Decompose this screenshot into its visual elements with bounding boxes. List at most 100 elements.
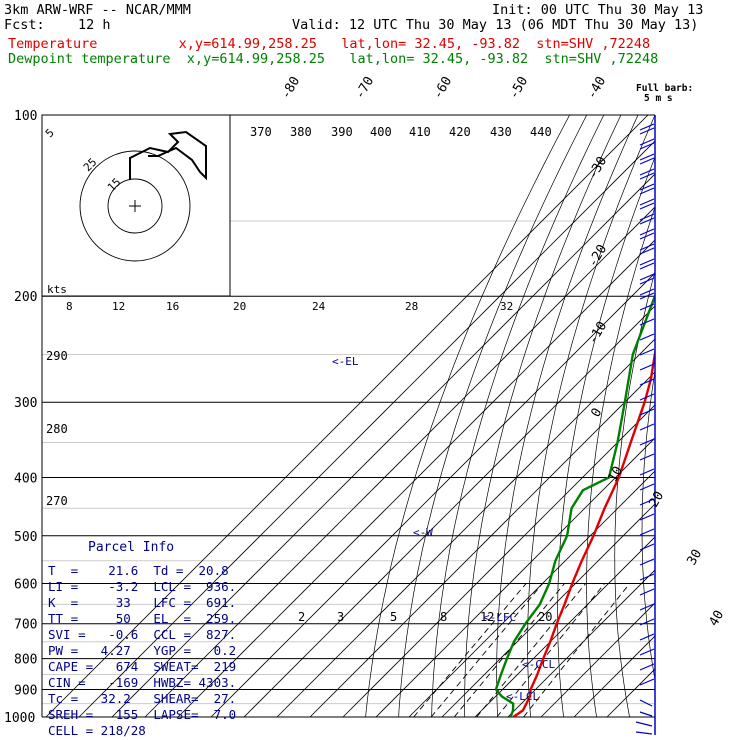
hodograph-ring <box>79 150 191 262</box>
hodograph-trace <box>129 130 207 181</box>
wind-barb <box>639 213 655 221</box>
fcst-value: 12 h <box>78 17 111 33</box>
wind-barb <box>639 711 653 717</box>
wind-barb <box>639 618 655 626</box>
dry-adiabat-line <box>365 115 570 717</box>
sounding-annotation: <-LCL <box>506 690 539 703</box>
model-title: 3km ARW-WRF -- NCAR/MMM <box>4 2 191 18</box>
wind-barb <box>639 273 655 281</box>
wind-barb <box>639 183 655 191</box>
pressure-tick-label: 1000 <box>4 711 35 726</box>
pressure-tick-label: 600 <box>14 577 37 592</box>
theta-label: 370 <box>250 125 272 139</box>
dry-adiabat-line <box>496 115 639 717</box>
pressure-tick-label: 800 <box>14 653 37 668</box>
wind-barb <box>639 498 655 506</box>
isotherm-line <box>243 305 655 717</box>
hodograph-speed-label: 28 <box>405 300 418 313</box>
dry-adiabat-line <box>641 369 655 682</box>
hodograph-speed-label: 8 <box>66 300 73 313</box>
isotherm-label: 20 <box>646 489 667 510</box>
dewpoint-legend: Dewpoint temperature x,y=614.99,258.25 l… <box>8 51 659 67</box>
pressure-tick-label: 500 <box>14 530 37 545</box>
isotherm-line <box>78 140 655 717</box>
isotherm-line <box>507 569 655 717</box>
wind-barb <box>639 127 655 135</box>
theta-label: 430 <box>490 125 512 139</box>
wind-barb <box>639 303 655 311</box>
wind-barbs <box>635 115 656 735</box>
pressure-tick-label: 300 <box>14 396 37 411</box>
hodograph-units: kts <box>47 283 67 296</box>
wind-barb <box>639 202 655 210</box>
wind-barb <box>639 408 655 416</box>
dry-adiabat-line <box>586 206 655 717</box>
wind-barb <box>639 648 655 656</box>
isotherm-line <box>276 338 655 717</box>
pressure-tick-label: 100 <box>14 109 37 124</box>
dry-adiabat-line <box>431 115 605 717</box>
parcel-info-row: TT = 50 EL = 259. <box>48 611 237 626</box>
wind-barb <box>639 528 655 536</box>
dry-adiabat-line <box>398 115 588 717</box>
pressure-tick-label: 900 <box>14 683 37 698</box>
sounding-annotation: <-LFC <box>483 611 516 624</box>
isotherm-label: -80 <box>278 74 303 102</box>
mixing-ratio-label: 5 <box>390 610 397 624</box>
sounding-annotation: <-CCL <box>522 658 555 671</box>
parcel-info-row: SREH = 155 LAPSE= 7.0 <box>48 707 237 722</box>
isotherm-line <box>375 437 655 717</box>
init-time: Init: 00 UTC Thu 30 May 13 <box>492 2 704 18</box>
isotherm-line <box>540 602 655 717</box>
theta-label: 400 <box>370 125 392 139</box>
parcel-info-title: Parcel Info <box>88 540 175 555</box>
wind-barb <box>639 438 655 446</box>
wind-barb <box>639 228 655 236</box>
parcel-info-row: CELL = 218/28 <box>48 723 146 738</box>
mixing-ratio-label: 3 <box>337 610 344 624</box>
isotherm-label: 30 <box>684 547 705 568</box>
pressure-tick-label: 700 <box>14 618 37 633</box>
wind-barb <box>639 292 655 300</box>
isotherm-line <box>309 371 655 717</box>
isotherm-label: 10 <box>605 464 626 485</box>
pressure-tick-label: 400 <box>14 471 37 486</box>
mixing-ratio-label: 8 <box>440 610 447 624</box>
mixing-ratio-label: 12 <box>480 610 494 624</box>
sounding-series: <-EL <-LFC <-CCL <-LCL <-W <box>332 294 655 717</box>
wind-barb <box>639 603 655 611</box>
isotherm-line <box>474 536 655 717</box>
hodograph-speed-label: 24 <box>312 300 326 313</box>
wind-barb <box>639 588 655 596</box>
theta-label: 290 <box>46 349 68 363</box>
wind-barb <box>639 138 655 146</box>
mixing-ratio-line <box>430 583 544 717</box>
wind-barb <box>639 453 655 461</box>
mixing-ratio-label: 20 <box>538 610 552 624</box>
dry-adiabat-line <box>557 156 655 717</box>
mixing-ratio-line <box>523 583 631 717</box>
sounding-annotation: <-EL <box>332 355 359 368</box>
wind-barb <box>639 348 655 356</box>
theta-label: 440 <box>530 125 552 139</box>
isotherm-line <box>441 503 655 717</box>
parcel-info-row: SVI = -0.6 CCL = 827. <box>48 627 237 642</box>
mixing-ratio-line <box>476 583 587 717</box>
parcel-info-row: K = 33 LFC = 691. <box>48 595 237 610</box>
sounding-annotation: <-W <box>413 526 433 539</box>
wind-barb <box>639 288 655 296</box>
theta-label: 270 <box>46 494 68 508</box>
hodograph-ring <box>107 178 163 234</box>
theta-label: 380 <box>290 125 312 139</box>
wind-barb <box>639 217 655 225</box>
wind-barb <box>635 731 653 735</box>
valid-time: Valid: 12 UTC Thu 30 May 13 (06 MDT Thu … <box>292 17 699 33</box>
dry-adiabat-line <box>464 115 622 717</box>
wind-barb <box>639 318 655 326</box>
isotherm-line <box>45 115 649 717</box>
wind-barb <box>639 172 655 180</box>
isotherm-label: 40 <box>706 608 727 629</box>
wind-barb <box>639 378 655 386</box>
